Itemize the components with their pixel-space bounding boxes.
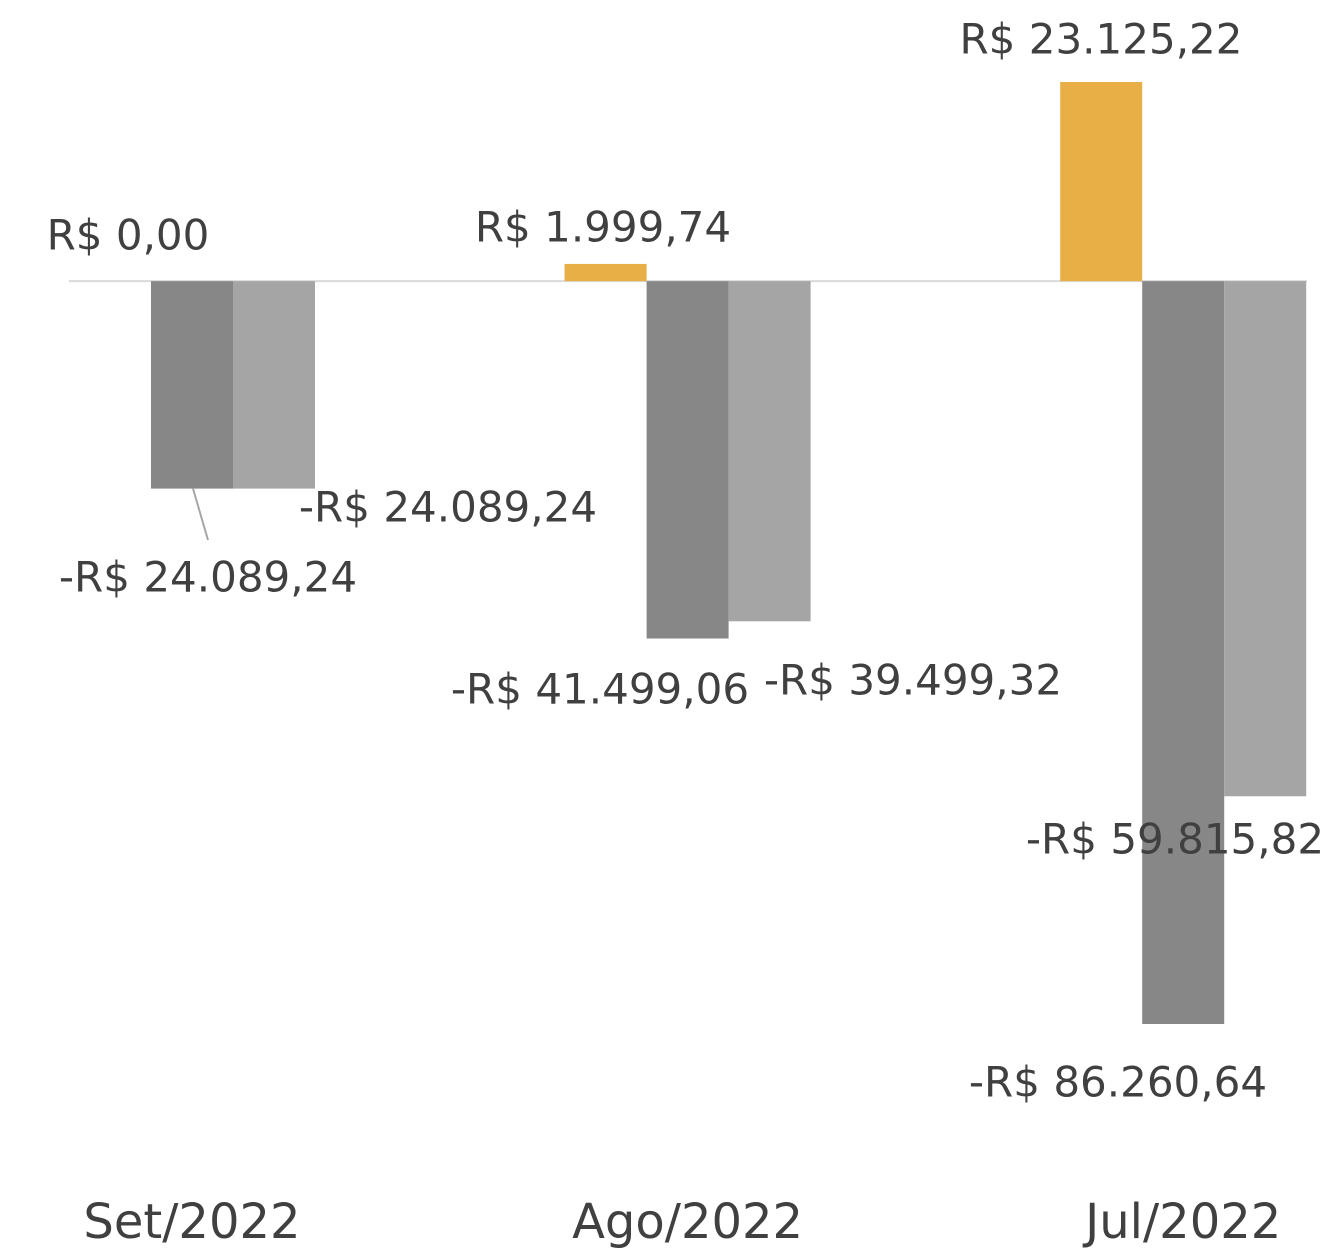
data-label: -R$ 59.815,82 (1026, 815, 1324, 864)
data-label: -R$ 24.089,24 (299, 483, 597, 532)
bar (233, 281, 315, 489)
data-label: -R$ 41.499,06 (451, 665, 749, 714)
data-label: -R$ 86.260,64 (969, 1058, 1267, 1107)
data-label: -R$ 24.089,24 (59, 553, 357, 602)
bar (1142, 281, 1225, 1024)
data-label: R$ 23.125,22 (959, 15, 1242, 64)
bar (646, 281, 729, 639)
data-label: -R$ 39.499,32 (764, 656, 1062, 705)
data-label: R$ 1.999,74 (475, 203, 731, 252)
x-tick-label: Set/2022 (83, 1194, 300, 1250)
bar (728, 281, 811, 622)
bar (1060, 82, 1143, 282)
leader-line (192, 488, 209, 541)
data-label: R$ 0,00 (47, 211, 210, 260)
bar (151, 281, 233, 489)
x-tick-label: Jul/2022 (1082, 1194, 1281, 1250)
bar (564, 263, 647, 282)
x-tick-label: Ago/2022 (572, 1194, 803, 1250)
bar (1224, 281, 1307, 797)
